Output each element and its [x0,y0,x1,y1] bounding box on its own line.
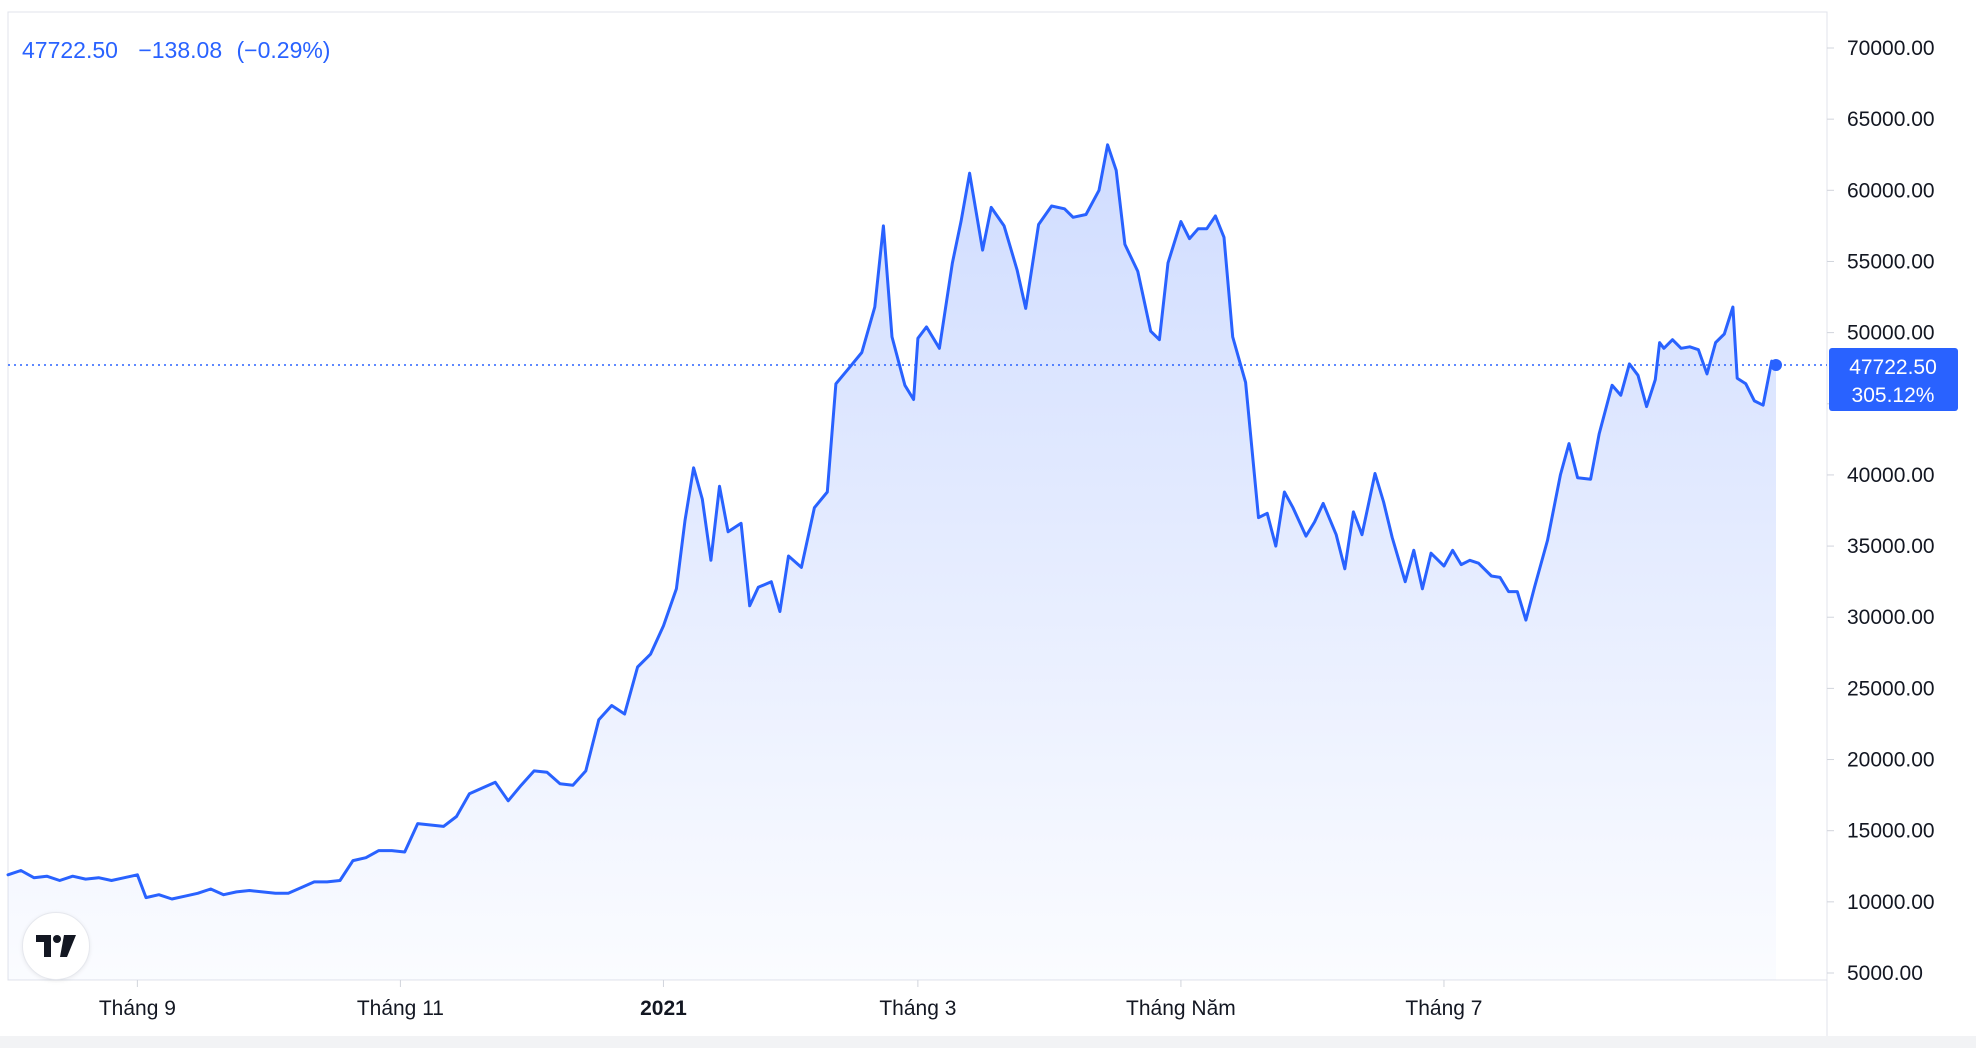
last-price-label-bg [1829,348,1958,412]
price-axis-label: 50000.00 [1847,322,1935,345]
price-area [8,144,1776,981]
tradingview-logo[interactable] [22,912,90,980]
price-axis-label: 15000.00 [1847,820,1935,843]
last-price-label: 47722.50 305.12% [1829,348,1958,412]
price-axis-label: 65000.00 [1847,108,1935,131]
price-axis-label: 5000.00 [1847,962,1923,985]
price-axis-label: 70000.00 [1847,37,1935,60]
legend-change: −138.08 [138,37,222,63]
time-axis-label: Tháng Năm [1126,997,1236,1020]
price-axis-label: 25000.00 [1847,677,1935,700]
time-axis-label: Tháng 7 [1405,997,1482,1020]
price-axis-label: 55000.00 [1847,250,1935,273]
legend-price: 47722.50 [22,37,118,63]
last-price-label-percent: 305.12% [1852,384,1935,407]
time-axis-label: Tháng 9 [99,997,176,1020]
time-axis-label: Tháng 11 [357,997,444,1020]
price-axis-label: 40000.00 [1847,464,1935,487]
time-axis-label: Tháng 3 [879,997,956,1020]
time-axis-label: 2021 [640,997,687,1020]
price-axis-label: 60000.00 [1847,179,1935,202]
price-axis[interactable]: 5000.00 10000.00 15000.00 20000.00 25000.00 3… [1827,37,1935,985]
last-price-label-price: 47722.50 [1849,356,1937,379]
price-axis-label: 10000.00 [1847,891,1935,914]
legend-values: 47722.50 −138.08 (−0.29%) [22,37,330,63]
bottom-strip [0,1036,1976,1048]
last-price-marker [1770,359,1782,372]
price-axis-label: 20000.00 [1847,749,1935,772]
legend-change-percent: (−0.29%) [237,37,331,63]
price-line [6,143,1778,901]
tradingview-logo-icon [36,935,76,957]
price-axis-label: 30000.00 [1847,606,1935,629]
time-axis[interactable]: Tháng 9 Tháng 11 2021 Tháng 3 Tháng Năm Tháng… [99,980,1483,1020]
price-axis-label: 35000.00 [1847,535,1935,558]
